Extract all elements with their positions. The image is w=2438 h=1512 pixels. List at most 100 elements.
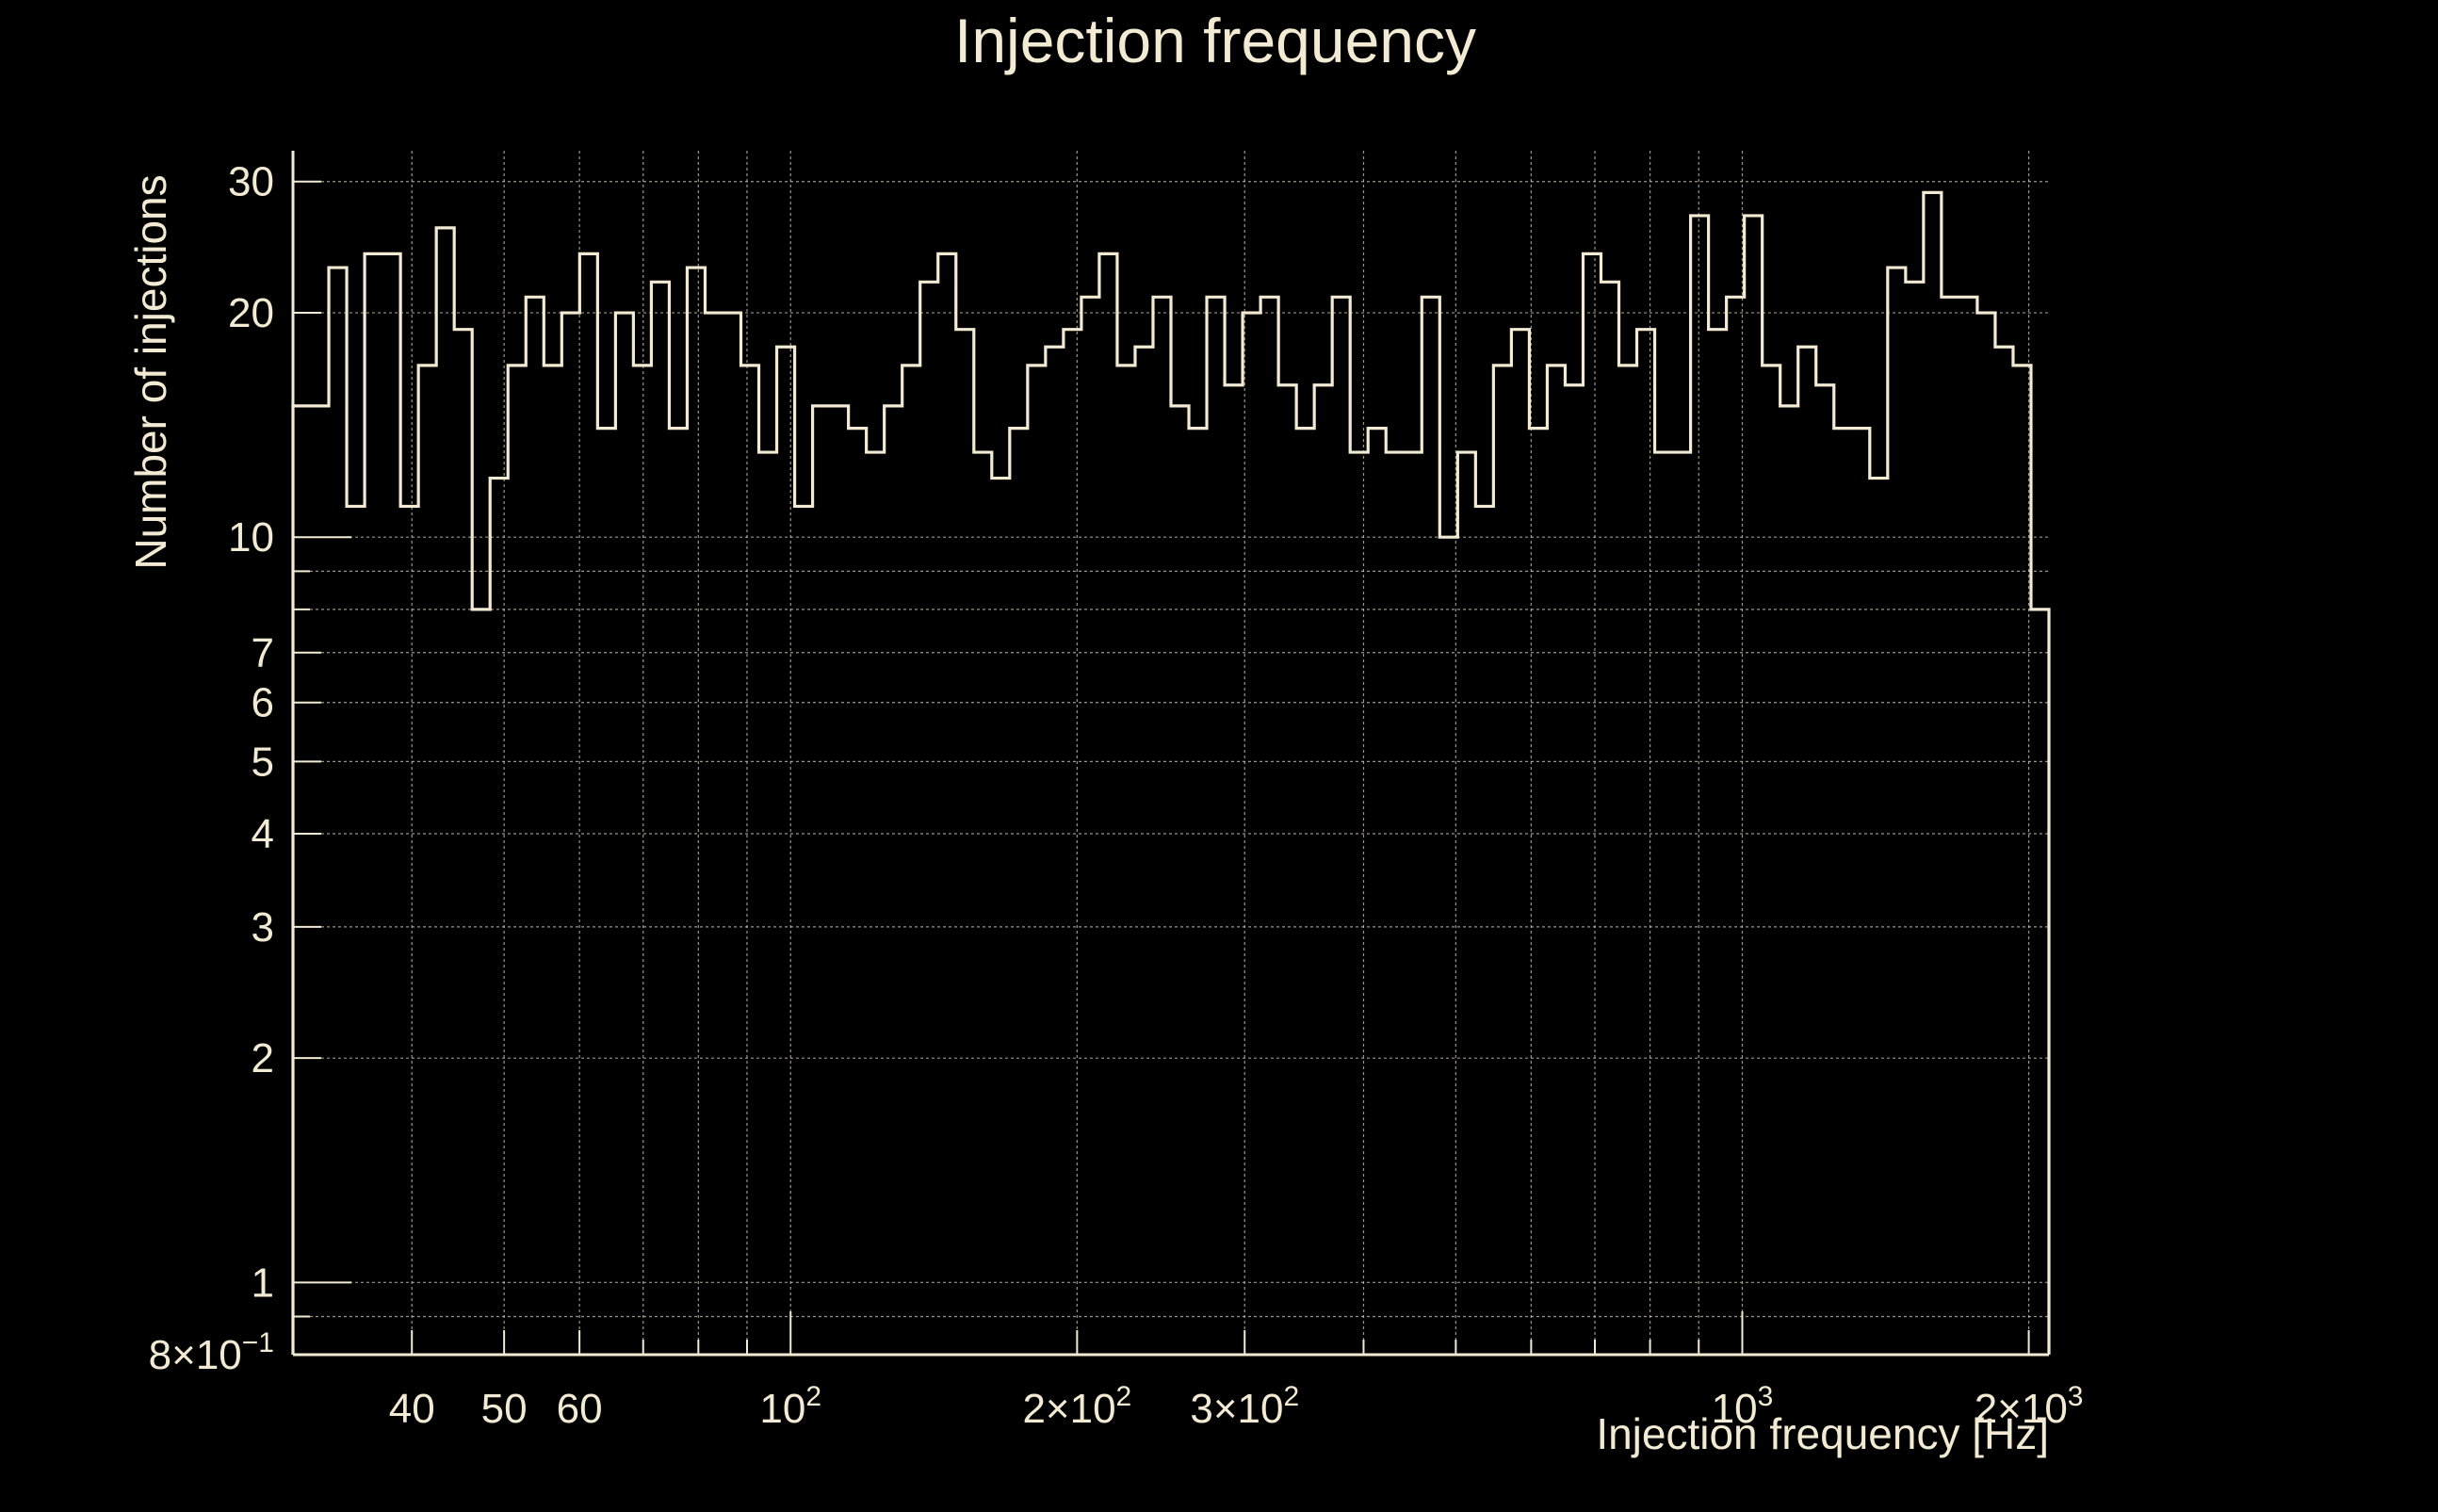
y-tick-label: 8×10−1	[149, 1327, 274, 1378]
histogram-bin	[1655, 452, 1673, 1355]
histogram-bin	[454, 330, 472, 1355]
histogram-bin	[1207, 297, 1225, 1355]
histogram-bin	[1475, 506, 1493, 1355]
histogram-bin	[1314, 385, 1332, 1355]
histogram-bin	[1422, 297, 1439, 1355]
histogram-bin	[759, 452, 777, 1355]
chart-title: Injection frequency	[954, 6, 1476, 75]
histogram-bin	[347, 506, 365, 1355]
histogram-bin	[1780, 406, 1798, 1355]
histogram-bin	[1189, 429, 1207, 1355]
x-tick-label: 3×102	[1190, 1381, 1299, 1432]
histogram-bin	[1745, 216, 1763, 1355]
histogram-bin	[1959, 297, 1977, 1355]
y-tick-label: 5	[252, 739, 274, 785]
y-tick-label: 20	[228, 290, 274, 336]
histogram-bin	[813, 406, 831, 1355]
histogram-bin	[1763, 366, 1780, 1355]
histogram-bin	[1010, 429, 1028, 1355]
histogram-bin	[1135, 347, 1153, 1355]
histogram-bin	[1260, 297, 1278, 1355]
histogram-bin	[1798, 347, 1816, 1355]
y-tick-label: 2	[252, 1035, 274, 1081]
histogram-bin	[885, 406, 902, 1355]
y-tick-label: 4	[252, 811, 274, 857]
histogram-bin	[508, 366, 526, 1355]
x-tick-label: 60	[557, 1386, 603, 1432]
series-layer	[291, 190, 2051, 1355]
histogram-bin	[472, 610, 490, 1355]
histogram-bin	[544, 366, 561, 1355]
histogram-bin	[1153, 297, 1171, 1355]
histogram-bin	[867, 452, 885, 1355]
histogram-bin	[1565, 385, 1583, 1355]
histogram-bin	[1852, 429, 1870, 1355]
histogram-bin	[974, 452, 992, 1355]
y-tick-label: 10	[228, 514, 274, 561]
histogram-bin	[365, 253, 382, 1355]
histogram-bin	[329, 268, 347, 1355]
histogram-bin	[795, 506, 813, 1355]
histogram-bin	[1547, 366, 1565, 1355]
histogram-bin	[1583, 253, 1601, 1355]
histogram-bin	[579, 253, 597, 1355]
histogram-bin	[2013, 366, 2031, 1355]
histogram-bin	[1942, 297, 1959, 1355]
histogram-bin	[1081, 297, 1099, 1355]
y-tick-label: 3	[252, 904, 274, 951]
x-tick-label: 2×103	[1975, 1381, 2084, 1432]
histogram-bin	[490, 479, 508, 1355]
histogram-bin	[293, 406, 311, 1355]
histogram-bin	[1243, 313, 1260, 1355]
x-tick-label: 2×102	[1022, 1381, 1131, 1432]
histogram-bin	[1673, 452, 1691, 1355]
tick-labels: 8×10−1 1 2 3 4 5 67 10 20 30 40 50 60 102 2×102 3×102 10…	[149, 159, 2084, 1432]
y-tick-label: 30	[228, 159, 274, 205]
histogram-bin	[902, 366, 920, 1355]
histogram-bin	[1924, 192, 1942, 1355]
histogram-bin	[1278, 385, 1296, 1355]
histogram-bin	[1028, 366, 1046, 1355]
histogram-bin	[1529, 429, 1547, 1355]
histogram-bin	[1619, 366, 1637, 1355]
histogram-bin	[1296, 429, 1314, 1355]
histogram-bin	[436, 228, 454, 1355]
histogram-bin	[400, 506, 418, 1355]
histogram-bin	[1995, 347, 2013, 1355]
histogram-bin	[1709, 330, 1727, 1355]
histogram-bin	[920, 282, 938, 1355]
histogram-bin	[1816, 385, 1834, 1355]
histogram-bin	[561, 313, 579, 1355]
x-tick-label: 40	[389, 1386, 435, 1432]
histogram-bin	[418, 366, 436, 1355]
histogram-bin	[1225, 385, 1243, 1355]
histogram-bin	[651, 282, 669, 1355]
histogram-bin	[1332, 297, 1350, 1355]
histogram-bin	[1888, 268, 1906, 1355]
histogram-bin	[1511, 330, 1529, 1355]
histogram-bin	[1601, 282, 1618, 1355]
histogram-bin	[1064, 330, 1081, 1355]
histogram-bin	[1171, 406, 1189, 1355]
histogram-bin	[615, 313, 633, 1355]
histogram-bin	[1350, 452, 1368, 1355]
histogram-bin	[1727, 297, 1745, 1355]
histogram-bin	[1906, 282, 1924, 1355]
histogram-bin	[1493, 366, 1511, 1355]
histogram-bin	[1637, 330, 1655, 1355]
x-tick-label: 103	[1712, 1381, 1774, 1432]
histogram-bin	[992, 479, 1010, 1355]
histogram-bin	[526, 297, 544, 1355]
histogram-bin	[597, 429, 615, 1355]
histogram-bin	[1404, 452, 1422, 1355]
histogram-bin	[1870, 479, 1888, 1355]
histogram-bin	[723, 313, 740, 1355]
y-tick-label: 6	[252, 680, 274, 726]
y-tick-label: 7	[252, 630, 274, 676]
histogram-bin	[1439, 537, 1457, 1355]
histogram-bin	[705, 313, 723, 1355]
histogram-bin	[2031, 610, 2049, 1355]
histogram-bin	[849, 429, 867, 1355]
histogram-bin	[1099, 253, 1117, 1355]
